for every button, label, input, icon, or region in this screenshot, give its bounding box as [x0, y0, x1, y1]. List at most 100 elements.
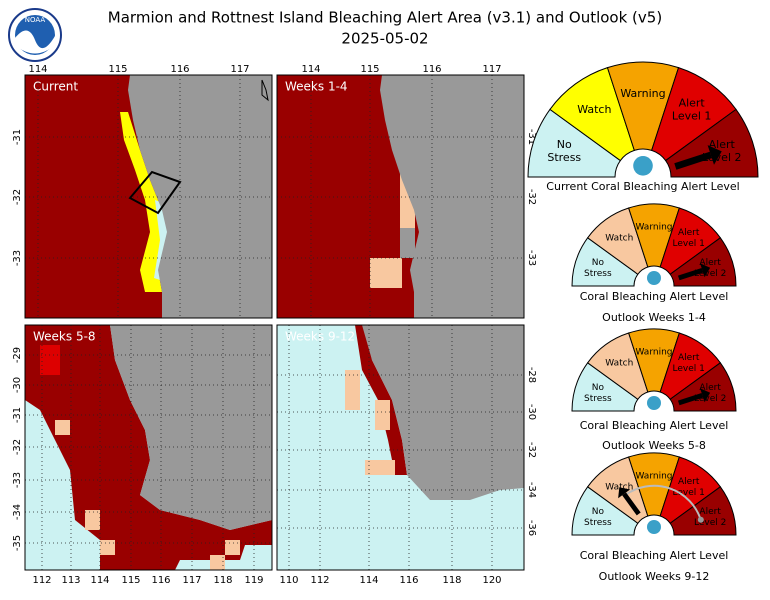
gauge-arrow [674, 151, 712, 170]
gauge-arrow-head [700, 263, 711, 278]
map-weeks-1-4 [277, 75, 524, 318]
gauge-label: No [592, 258, 605, 268]
panel-label: Weeks 1-4 [285, 80, 348, 94]
x-tick-label: 114 [28, 64, 47, 75]
gauge-label: Alert [678, 353, 700, 363]
x-tick-label: 120 [482, 575, 501, 586]
gauge-label: Warning [620, 87, 665, 100]
forecast-arc [624, 484, 702, 521]
gauge-label: Level 1 [673, 239, 705, 249]
gauge-arrow [622, 492, 641, 516]
gauge-label: Watch [605, 234, 633, 244]
x-tick-label: 116 [422, 64, 441, 75]
gauge-label: Alert [678, 228, 700, 238]
y-tick-label: -33 [12, 472, 23, 488]
panel-frame [276, 74, 525, 319]
gauge-label: Stress [547, 151, 581, 164]
gauge-label: Warning [635, 471, 672, 481]
y-tick-label: -34 [12, 504, 23, 520]
gauge-segment [606, 61, 680, 151]
gauge-arrow [677, 267, 704, 281]
panel-frame [24, 74, 273, 319]
gauge-caption: Coral Bleaching Alert Level [580, 549, 729, 562]
y-tick-label: -33 [526, 250, 537, 266]
gauge-label: Level 1 [672, 110, 712, 123]
gauge-label: Alert [678, 477, 700, 487]
x-tick-label: 113 [61, 575, 80, 586]
gauge-label: Alert [699, 507, 721, 517]
gauge-label: Alert [709, 138, 736, 151]
x-tick-label: 116 [170, 64, 189, 75]
gauge-segment [527, 108, 622, 178]
y-tick-label: -32 [526, 442, 537, 458]
gauge-label: Level 2 [694, 269, 726, 279]
gauge-label: Level 1 [673, 488, 705, 498]
y-tick-label: -36 [526, 520, 537, 536]
title: Marmion and Rottnest Island Bleaching Al… [108, 9, 662, 27]
y-tick-label: -32 [12, 189, 23, 205]
gauge-caption: Coral Bleaching Alert Level [580, 419, 729, 432]
x-tick-label: 112 [310, 575, 329, 586]
gauge-subcaption: Outlook Weeks 5-8 [602, 439, 706, 452]
svg-text:NOAA: NOAA [25, 16, 46, 24]
x-tick-label: 115 [360, 64, 379, 75]
gauge-label: Stress [584, 518, 612, 528]
gauge-label: Level 2 [694, 518, 726, 528]
y-tick-label: -30 [12, 377, 23, 393]
y-tick-label: -32 [526, 189, 537, 205]
x-tick-label: 115 [121, 575, 140, 586]
gauge-label: Alert [699, 383, 721, 393]
gauge-label: Stress [584, 269, 612, 279]
date: 2025-05-02 [341, 30, 428, 48]
gauge-label: Alert [679, 97, 706, 110]
gauge-label: Stress [584, 394, 612, 404]
gauge-caption: Current Coral Bleaching Alert Level [546, 180, 739, 193]
x-tick-label: 118 [442, 575, 461, 586]
gauge-arrow-head [618, 487, 631, 499]
gauge-label: No [592, 507, 605, 517]
coral-icon [633, 156, 653, 176]
gauge-label: Warning [635, 222, 672, 232]
panel-label: Current [33, 80, 78, 94]
map-weeks-9-12 [277, 325, 524, 570]
y-tick-label: -34 [526, 482, 537, 498]
x-tick-label: 117 [182, 575, 201, 586]
coral-icon [647, 271, 661, 285]
y-tick-label: -31 [12, 407, 23, 423]
noaa-logo: NOAA [8, 8, 62, 62]
panel-label: Weeks 5-8 [33, 330, 96, 344]
y-tick-label: -29 [12, 347, 23, 363]
y-tick-label: -32 [12, 439, 23, 455]
y-tick-label: -28 [526, 367, 537, 383]
x-tick-label: 112 [32, 575, 51, 586]
gauge-arrow-head [707, 145, 722, 165]
y-tick-label: -35 [12, 535, 23, 551]
forecast-start [697, 516, 704, 523]
gauge-subcaption: Outlook Weeks 9-12 [599, 570, 710, 583]
gauge-arrow [677, 392, 704, 406]
x-tick-label: 115 [108, 64, 127, 75]
y-tick-label: -31 [526, 129, 537, 145]
gauge-segment [549, 66, 635, 162]
x-tick-label: 114 [359, 575, 378, 586]
x-tick-label: 118 [213, 575, 232, 586]
x-tick-label: 119 [244, 575, 263, 586]
gauge-label: Level 2 [694, 394, 726, 404]
y-tick-label: -31 [12, 129, 23, 145]
x-tick-label: 116 [399, 575, 418, 586]
gauge-segment [651, 66, 737, 162]
x-tick-label: 116 [151, 575, 170, 586]
x-tick-label: 117 [482, 64, 501, 75]
gauge-label: Warning [635, 347, 672, 357]
panel-frame [276, 324, 525, 571]
gauge-arrow-head [700, 388, 711, 403]
panel-frame [24, 324, 273, 571]
gauge-label: Alert [699, 258, 721, 268]
y-tick-label: -30 [526, 404, 537, 420]
gauge-label: Watch [605, 359, 633, 369]
coral-icon [647, 396, 661, 410]
gauge-label: No [557, 138, 572, 151]
coral-icon [647, 520, 661, 534]
gauge-label: Watch [577, 103, 611, 116]
